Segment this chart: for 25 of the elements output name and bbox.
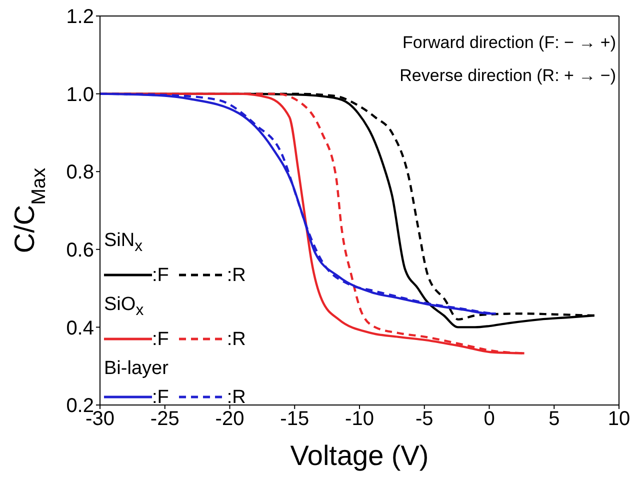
annotation: Forward direction (F: − → +) bbox=[401, 32, 616, 54]
x-tick-label: -10 bbox=[345, 408, 374, 430]
y-tick-label: 0.8 bbox=[66, 162, 94, 184]
annotation: SiN$_{x}$ bbox=[104, 229, 144, 257]
x-axis-title: Voltage (V) bbox=[290, 440, 429, 471]
legend-label: :F bbox=[152, 328, 169, 352]
x-tick-label: -20 bbox=[215, 408, 244, 430]
x-tick-label: 0 bbox=[484, 408, 495, 430]
legend-label: :F bbox=[152, 264, 169, 288]
y-tick-label: 1.2 bbox=[66, 6, 94, 28]
legend-label: :R bbox=[226, 264, 246, 288]
x-tick-label: 5 bbox=[548, 408, 560, 430]
y-tick-label: 1.0 bbox=[66, 84, 94, 106]
x-tick-label: -25 bbox=[150, 408, 180, 430]
x-tick-label: -15 bbox=[280, 408, 310, 430]
y-tick-label: 0.4 bbox=[66, 317, 94, 340]
x-tick-label: -5 bbox=[415, 408, 434, 430]
y-tick-label: 0.6 bbox=[66, 240, 94, 262]
x-tick-label: 10 bbox=[608, 408, 630, 430]
legend-label: :R bbox=[226, 386, 246, 408]
annotation: SiO$_{x}$ bbox=[104, 292, 145, 321]
legend-label: :F bbox=[152, 386, 169, 408]
annotation: Bi-layer bbox=[104, 356, 170, 381]
annotation: Reverse direction (R: + → −) bbox=[400, 65, 616, 87]
legend-label: :R bbox=[226, 328, 246, 352]
